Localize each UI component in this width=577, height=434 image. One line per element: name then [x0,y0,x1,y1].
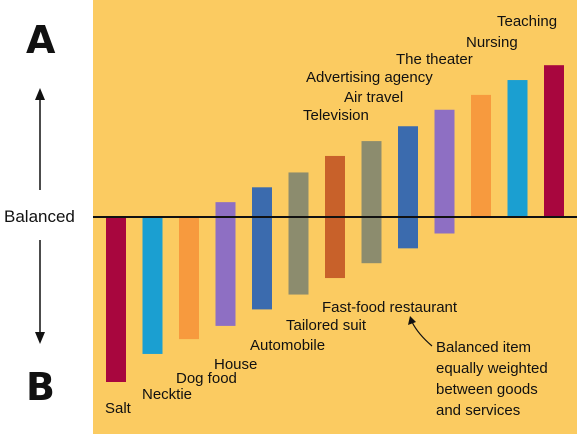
note-line: between goods [436,381,538,398]
bar-automobile [252,187,272,310]
bar-house [215,202,236,326]
bar-dog-food [179,217,199,340]
bar-air-travel [398,126,418,249]
double-arrow-icon [35,88,45,344]
bar-salt [106,217,126,382]
note-line: Balanced item [436,339,531,356]
label-television: Television [303,107,369,124]
bar-nursing [507,80,528,217]
label-air-travel: Air travel [344,89,403,106]
label-advertising-agency: Advertising agency [306,69,433,86]
note-line: and services [436,402,520,419]
label-automobile: Automobile [250,337,325,354]
label-house: House [214,356,257,373]
note-pointer-arrow [411,321,433,347]
label-nursing: Nursing [466,34,518,51]
note-pointer-head [408,316,416,325]
label-necktie: Necktie [142,386,192,403]
label-the-theater: The theater [396,51,473,68]
label-fast-food-restaurant: Fast-food restaurant [322,299,458,316]
bar-teaching [544,65,564,217]
bar-necktie [142,217,163,354]
bottom-pole-letter: B [26,365,55,409]
label-tailored-suit: Tailored suit [286,317,367,334]
label-dog-food: Dog food [176,370,237,387]
bar-the-theater [471,94,491,217]
label-salt: Salt [105,400,132,417]
bar-advertising-agency [434,109,455,234]
top-pole-letter: A [26,18,56,62]
bar-tailored-suit [288,172,309,295]
label-teaching: Teaching [497,13,557,30]
balanced-item-note: Balanced item equally weighted between goo… [436,339,548,419]
bar-television [361,141,382,264]
balanced-label: Balanced [4,207,75,226]
note-line: equally weighted [436,360,548,377]
